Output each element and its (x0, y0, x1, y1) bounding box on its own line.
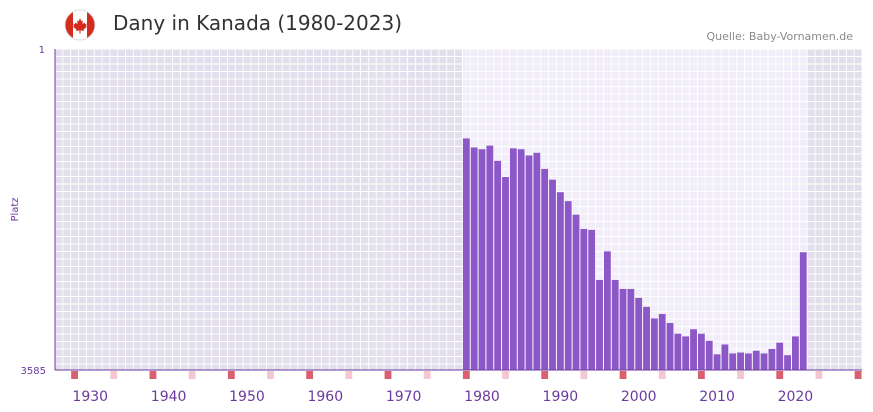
x-tick-label-1980: 1980 (464, 389, 500, 405)
x-tick-label-1970: 1970 (386, 389, 422, 405)
bar-2006 (682, 336, 690, 370)
bar-1994 (588, 229, 596, 370)
bar-1989 (549, 179, 556, 370)
bar-1983 (502, 176, 509, 370)
bar-1991 (564, 201, 572, 370)
x-marker-1933 (110, 371, 118, 379)
bar-1978 (462, 138, 470, 370)
x-marker-1953 (267, 371, 274, 379)
bar-2009 (705, 340, 713, 370)
chart-title: Dany in Kanada (1980-2023) (113, 11, 402, 35)
x-marker-1948 (227, 371, 235, 379)
bar-1999 (627, 288, 635, 370)
x-markers (71, 371, 862, 379)
bar-2016 (760, 353, 768, 370)
bar-1998 (619, 288, 627, 370)
bar-1982 (494, 160, 502, 370)
bar-1984 (509, 148, 517, 370)
bar-1980 (478, 149, 486, 370)
bar-2017 (768, 348, 776, 370)
bar-1985 (517, 149, 525, 370)
bar-2013 (737, 352, 744, 370)
x-marker-2028 (854, 371, 862, 379)
y-tick-label-top: 1 (39, 45, 45, 56)
bar-1987 (533, 152, 541, 370)
x-marker-1973 (423, 371, 431, 379)
x-marker-1943 (188, 371, 196, 379)
bar-2018 (776, 342, 784, 370)
bar-1995 (596, 279, 603, 370)
bar-2020 (791, 336, 799, 370)
bar-2012 (729, 353, 737, 370)
bar-1993 (580, 228, 588, 370)
source-credit: Quelle: Baby-Vornamen.de (706, 30, 853, 43)
axis-labels: 1 3585 Platz 1930 1940 1950 1960 1970 1980 1990 20… (10, 45, 813, 405)
axes (54, 49, 862, 371)
x-tick-label-1930: 1930 (72, 389, 108, 405)
bar-2008 (697, 333, 705, 370)
x-marker-1993 (580, 371, 588, 379)
plot-background (55, 49, 862, 370)
x-marker-1983 (502, 371, 509, 379)
bar-2002 (650, 318, 658, 370)
y-axis-label: Platz (10, 197, 21, 221)
bar-1988 (541, 168, 549, 370)
bar-2005 (674, 333, 682, 370)
bar-1990 (556, 192, 564, 370)
plot-grid (54, 48, 863, 370)
x-marker-2023 (815, 371, 823, 379)
x-tick-label-1990: 1990 (543, 389, 579, 405)
bar-1996 (603, 251, 611, 370)
bar-2019 (784, 355, 791, 370)
bar-2010 (713, 354, 721, 370)
bar-1979 (470, 147, 478, 370)
bar-1997 (611, 279, 619, 370)
x-tick-label-1960: 1960 (307, 389, 343, 405)
x-marker-1978 (462, 371, 470, 379)
bar-2021 (799, 252, 807, 370)
y-tick-label-bottom: 3585 (21, 366, 46, 377)
x-marker-1928 (71, 371, 79, 379)
x-tick-label-2020: 2020 (778, 389, 814, 405)
x-marker-1998 (619, 371, 627, 379)
x-tick-label-1940: 1940 (151, 389, 187, 405)
x-tick-label-2010: 2010 (699, 389, 735, 405)
bar-1992 (572, 214, 580, 370)
x-marker-1968 (384, 371, 392, 379)
bar-2011 (721, 344, 729, 370)
x-tick-label-1950: 1950 (229, 389, 265, 405)
x-marker-1988 (541, 371, 549, 379)
x-marker-1963 (345, 371, 353, 379)
bar-2015 (752, 350, 760, 370)
x-marker-2013 (737, 371, 744, 379)
bar-2003 (658, 314, 666, 370)
x-tick-label-2000: 2000 (621, 389, 657, 405)
x-marker-2008 (697, 371, 705, 379)
x-marker-1938 (149, 371, 157, 379)
x-marker-1958 (306, 371, 314, 379)
bar-2000 (635, 297, 643, 370)
canada-flag-icon (64, 9, 96, 41)
x-marker-2003 (658, 371, 666, 379)
bar-2014 (744, 353, 752, 370)
bar-1986 (525, 155, 533, 370)
bar-2004 (666, 322, 674, 370)
x-marker-2018 (776, 371, 784, 379)
bar-2007 (690, 329, 697, 370)
bar-series (462, 138, 807, 370)
bar-2001 (643, 306, 650, 370)
bar-1981 (486, 145, 494, 370)
